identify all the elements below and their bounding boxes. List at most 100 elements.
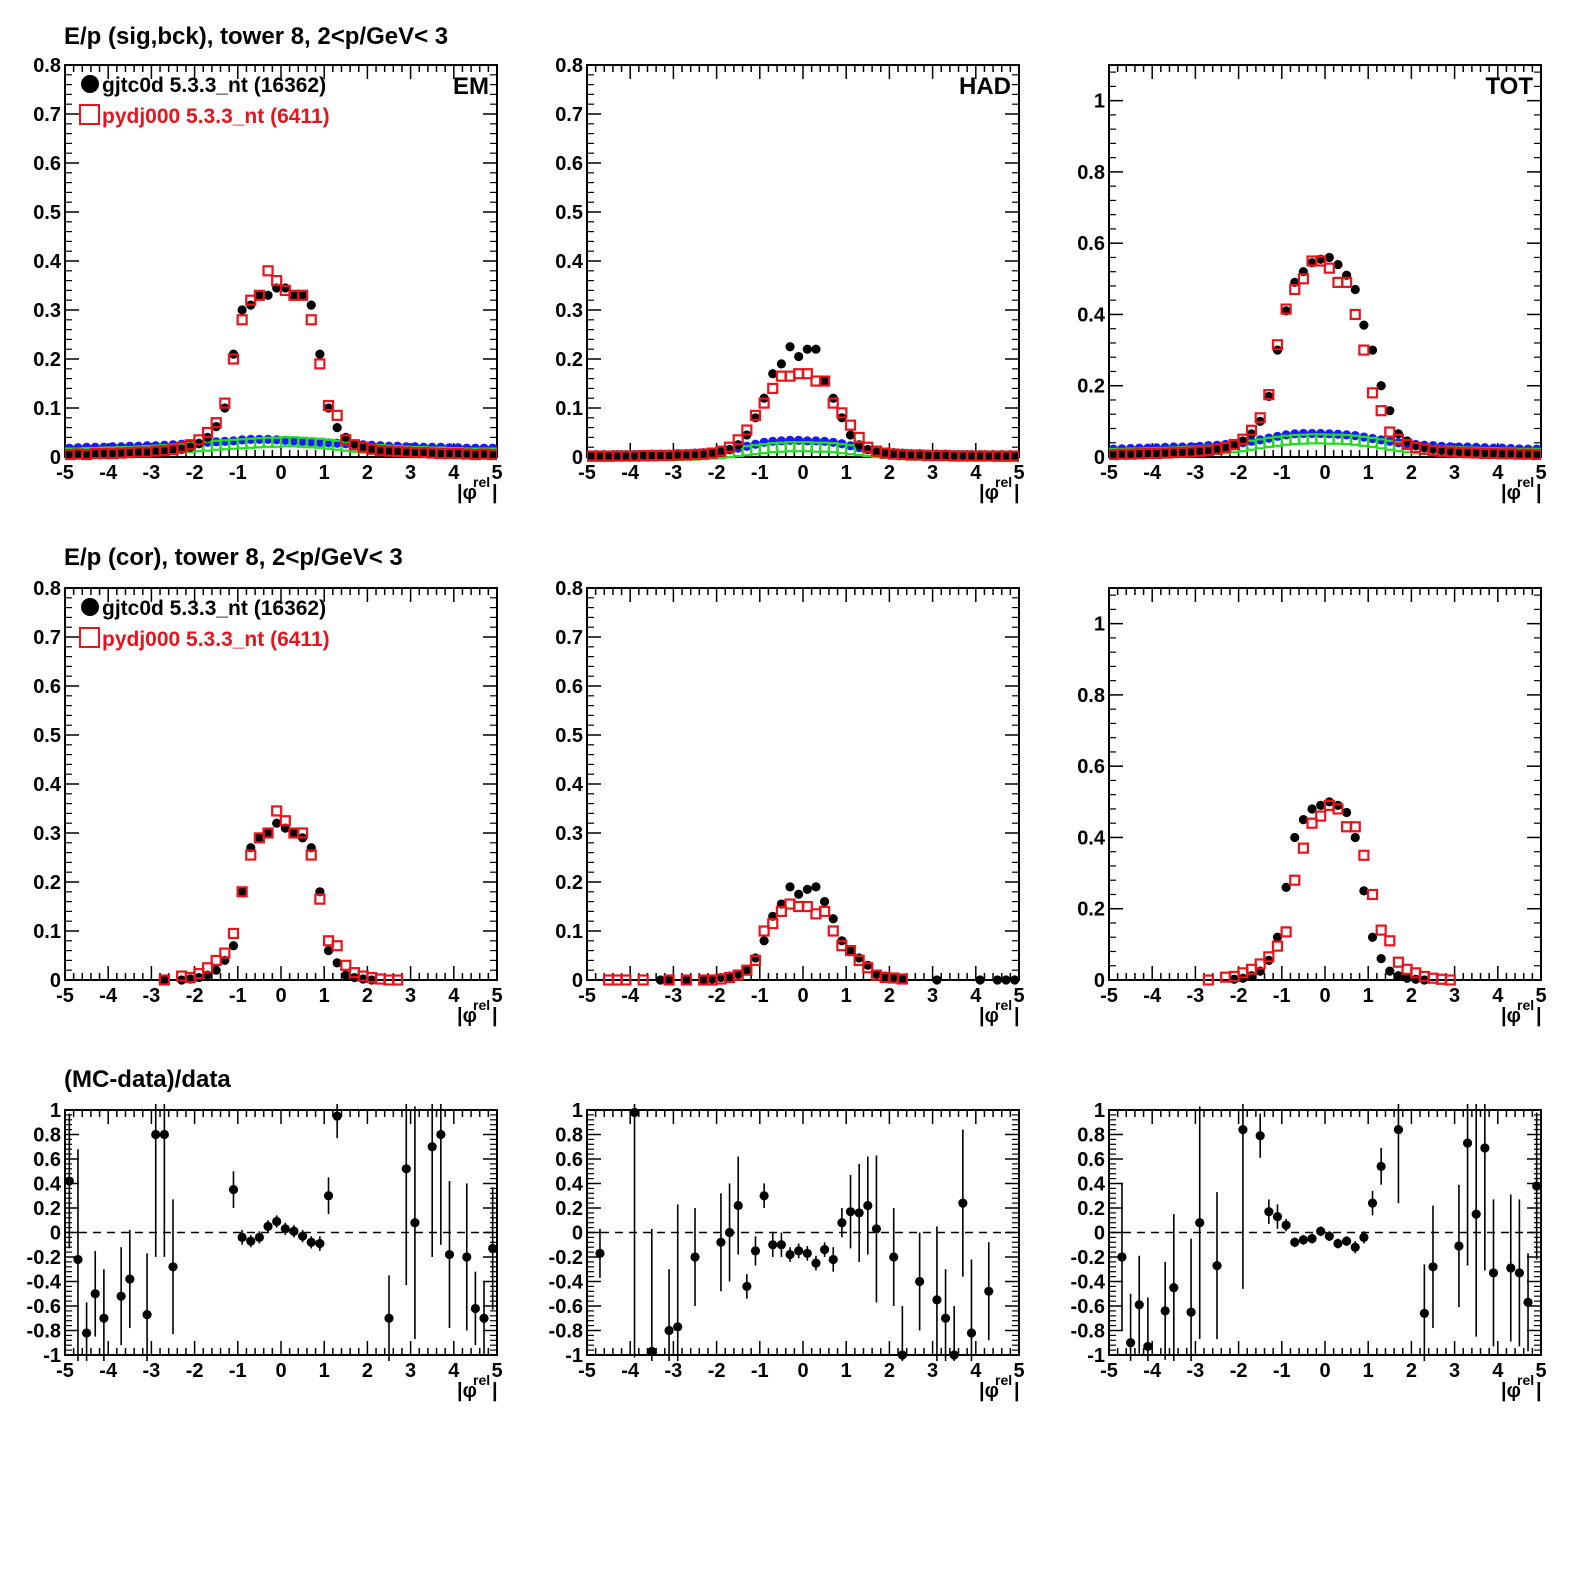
x-tick-label: 5 <box>1535 462 1546 484</box>
x-tick-label: 3 <box>1449 985 1460 1007</box>
x-tick-label: -3 <box>665 462 683 484</box>
data-point <box>1506 1263 1516 1273</box>
data-point <box>818 375 831 387</box>
x-tick-label: 3 <box>927 1360 938 1382</box>
data-point <box>331 940 343 952</box>
data-point <box>785 1249 795 1260</box>
data-point <box>1349 821 1361 833</box>
x-axis-title-sup: rel <box>1517 1372 1534 1388</box>
data-point <box>587 451 596 461</box>
data-point <box>340 959 352 971</box>
data-point <box>1531 448 1541 461</box>
x-tick-label: 1 <box>841 985 852 1007</box>
data-point <box>427 448 437 458</box>
data-point <box>263 1221 273 1231</box>
data-point <box>116 448 126 458</box>
data-point <box>776 1240 787 1250</box>
data-point <box>1480 448 1490 458</box>
y-tick-label: 0.8 <box>33 1125 61 1147</box>
x-tick-label: -1 <box>1273 462 1291 484</box>
data-point <box>1212 1260 1222 1271</box>
legend-marker <box>81 598 99 616</box>
row-title-cor: E/p (cor), tower 8, 2<p/GeV< 3 <box>64 544 403 571</box>
data-point <box>690 449 700 460</box>
data-point <box>749 954 762 967</box>
plot-frame <box>586 587 1020 981</box>
data-point <box>1271 940 1284 952</box>
x-tick-label: 3 <box>405 985 416 1007</box>
data-point <box>358 442 368 452</box>
data-point <box>193 968 205 980</box>
data-point <box>1462 1138 1473 1148</box>
data-point <box>1254 412 1266 424</box>
data-point <box>604 451 614 461</box>
data-point <box>263 828 273 838</box>
data-point <box>1358 849 1370 861</box>
data-point <box>621 451 631 461</box>
data-point <box>427 1142 437 1152</box>
data-point <box>1454 447 1464 457</box>
data-point <box>332 423 342 433</box>
data-point <box>436 448 446 458</box>
data-point <box>811 344 821 354</box>
data-point <box>1109 449 1118 459</box>
y-tick-label: -0.4 <box>549 1272 584 1294</box>
y-tick-label: 0.3 <box>555 823 583 845</box>
data-point <box>880 448 890 458</box>
x-tick-label: -3 <box>665 985 683 1007</box>
data-point <box>125 1274 135 1284</box>
data-point <box>1290 1237 1300 1247</box>
data-point <box>444 1249 455 1260</box>
data-point <box>1514 1268 1524 1278</box>
data-point <box>871 447 882 457</box>
data-point <box>767 382 779 394</box>
row-title-ratio: (MC-data)/data <box>64 1066 231 1093</box>
y-tick-label: 0.8 <box>555 578 583 600</box>
y-tick-label: 0.4 <box>555 774 584 796</box>
x-tick-label: 2 <box>1406 985 1417 1007</box>
legend: gjtc0d 5.3.3_nt (16362) pydj000 5.3.3_nt … <box>79 597 330 651</box>
data-point <box>323 946 334 956</box>
data-point <box>871 969 882 979</box>
data-point <box>1186 447 1196 457</box>
y-tick-label: 0.2 <box>1077 899 1105 921</box>
y-tick-label: 0.4 <box>555 1174 584 1196</box>
y-tick-label: 0.2 <box>555 872 583 894</box>
x-tick-label: -1 <box>229 1360 247 1382</box>
y-tick-label: 0 <box>1094 1223 1105 1245</box>
data-point <box>1229 440 1239 451</box>
data-point <box>1298 815 1308 825</box>
x-tick-label: 4 <box>448 462 460 484</box>
y-tick-label: 0.6 <box>1077 1149 1105 1171</box>
data-point <box>254 290 264 300</box>
data-point <box>733 969 743 979</box>
data-point <box>298 436 308 446</box>
panel-em-ratio: -5 -4 -3 -2 -1 0 1 2 3 4 5-1-0.8-0.6-0.4-0.200.20.… <box>27 1100 503 1402</box>
x-tick-label: -2 <box>708 1360 726 1382</box>
x-axis-title-close: | <box>1014 482 1020 504</box>
y-tick-label: 0.6 <box>555 153 583 175</box>
data-point <box>923 450 933 461</box>
x-tick-label: -4 <box>99 1360 118 1382</box>
data-point <box>1169 1283 1179 1293</box>
data-point <box>732 434 744 446</box>
data-point <box>1280 303 1292 315</box>
y-tick-label: 0 <box>572 447 583 469</box>
data-point <box>401 447 411 457</box>
data-point <box>1392 956 1405 968</box>
x-tick-label: -2 <box>708 985 726 1007</box>
data-point <box>785 882 795 892</box>
data-point <box>1488 1268 1499 1278</box>
y-tick-label: 0.8 <box>33 578 61 600</box>
x-tick-label: 5 <box>1013 462 1024 484</box>
x-tick-label: -1 <box>751 1360 769 1382</box>
data-point <box>1323 262 1335 274</box>
x-tick-label: 3 <box>405 462 416 484</box>
x-tick-label: 5 <box>491 462 502 484</box>
data-point <box>638 450 648 461</box>
x-tick-label: -2 <box>186 985 204 1007</box>
data-point <box>915 1276 925 1287</box>
data-point <box>733 1200 743 1211</box>
x-tick-label: 0 <box>275 1360 286 1382</box>
